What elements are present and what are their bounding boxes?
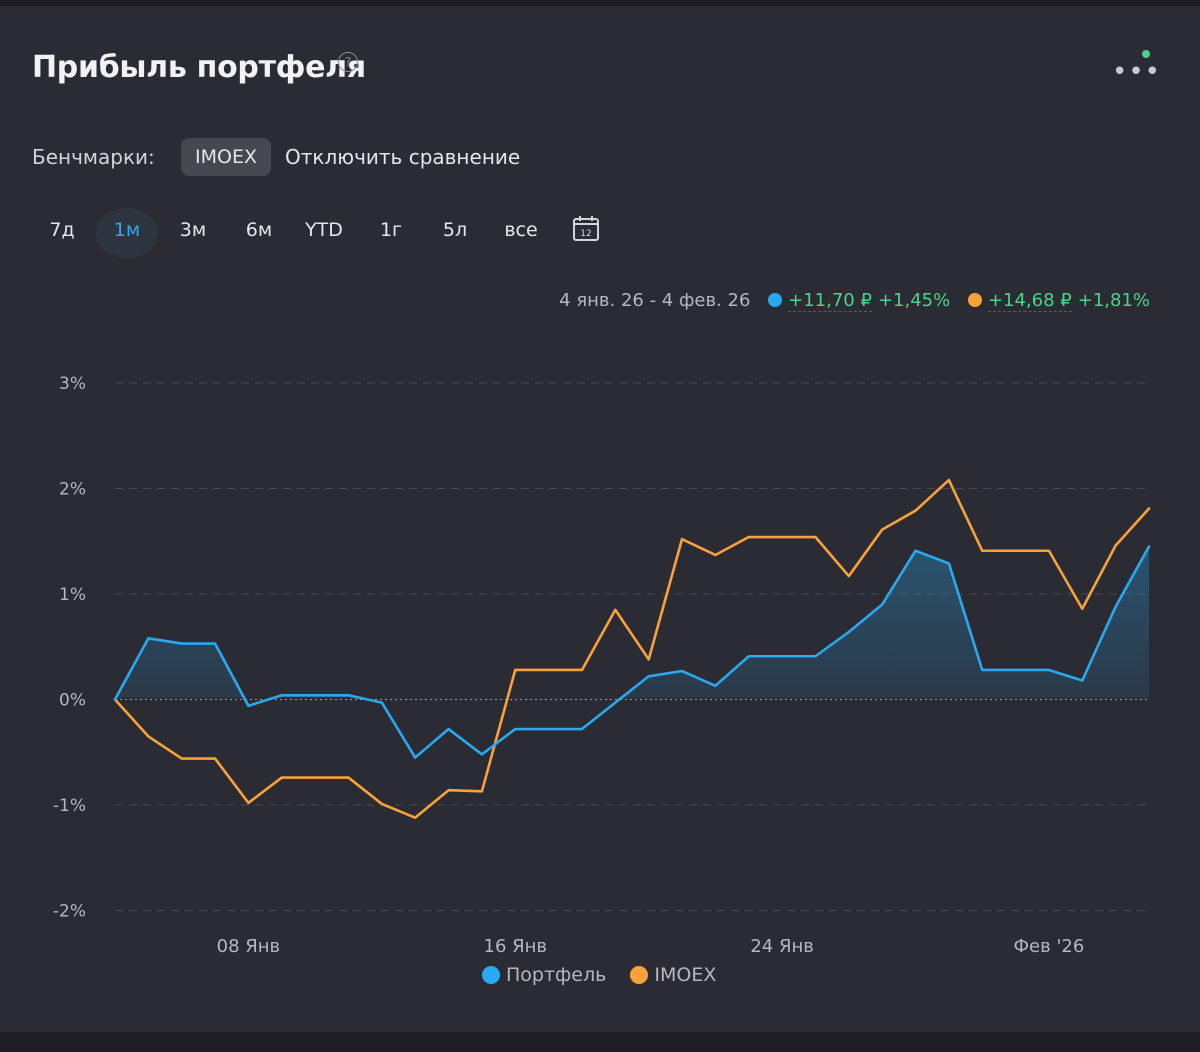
calendar-icon[interactable]: 12 [572, 214, 600, 242]
period-all[interactable]: все [504, 219, 538, 241]
period-7d[interactable]: 7д [49, 219, 75, 241]
imoex-line [113, 478, 1151, 819]
y-tick-label: -1% [53, 796, 86, 816]
y-tick-label: 0% [59, 691, 86, 711]
y-tick-label: -2% [53, 902, 86, 922]
imoex-dot [967, 293, 982, 307]
chart-legend: Портфель IMOEX [482, 964, 734, 986]
y-tick-label: 1% [59, 585, 86, 605]
legend-dot-portfolio [482, 966, 500, 984]
benchmarks-label: Бенчмарки: [32, 145, 155, 169]
portfolio-dot [768, 293, 783, 307]
x-tick-label: Фев '26 [1014, 936, 1085, 957]
calendar-day: 12 [580, 229, 591, 239]
disable-comparison-link[interactable]: Отключить сравнение [285, 145, 521, 169]
legend-label-imoex: IMOEX [654, 964, 717, 986]
legend-dot-imoex [630, 966, 649, 984]
period-1m[interactable]: 1м [96, 208, 158, 258]
period-3m[interactable]: 3м [179, 219, 207, 241]
y-tick-label: 3% [59, 374, 86, 394]
x-tick-label: 08 Янв [217, 936, 281, 957]
period-1y[interactable]: 1г [379, 219, 403, 241]
portfolio-line [113, 545, 1151, 759]
x-tick-label: 16 Янв [484, 936, 548, 957]
status-dot [1142, 50, 1150, 58]
legend-item-portfolio[interactable]: Портфель [482, 964, 606, 986]
imoex-profit-value[interactable]: +14,68 ₽ [987, 290, 1072, 312]
imoex-profit-pct: +1,81% [1077, 290, 1150, 311]
page-title: Прибыль портфеля [32, 50, 366, 85]
legend-label-portfolio: Портфель [506, 964, 607, 986]
portfolio-profit-value[interactable]: +11,70 ₽ [788, 290, 872, 312]
benchmark-chip-imoex[interactable]: IMOEX [181, 138, 271, 176]
help-icon[interactable]: ? [338, 52, 358, 72]
portfolio-profit-card [0, 6, 1200, 1032]
period-ytd[interactable]: YTD [305, 219, 343, 241]
period-summary: 4 янв. 26 - 4 фев. 26 +11,70 ₽ +1,45% +14… [559, 290, 1150, 312]
portfolio-area [115, 546, 1149, 698]
period-5y[interactable]: 5л [442, 219, 468, 241]
date-range: 4 янв. 26 - 4 фев. 26 [559, 290, 751, 311]
y-tick-label: 2% [59, 480, 86, 500]
period-6m[interactable]: 6м [245, 219, 273, 241]
portfolio-profit-pct: +1,45% [877, 290, 951, 311]
legend-item-imoex[interactable]: IMOEX [630, 964, 716, 986]
x-tick-label: 24 Янв [750, 936, 814, 957]
